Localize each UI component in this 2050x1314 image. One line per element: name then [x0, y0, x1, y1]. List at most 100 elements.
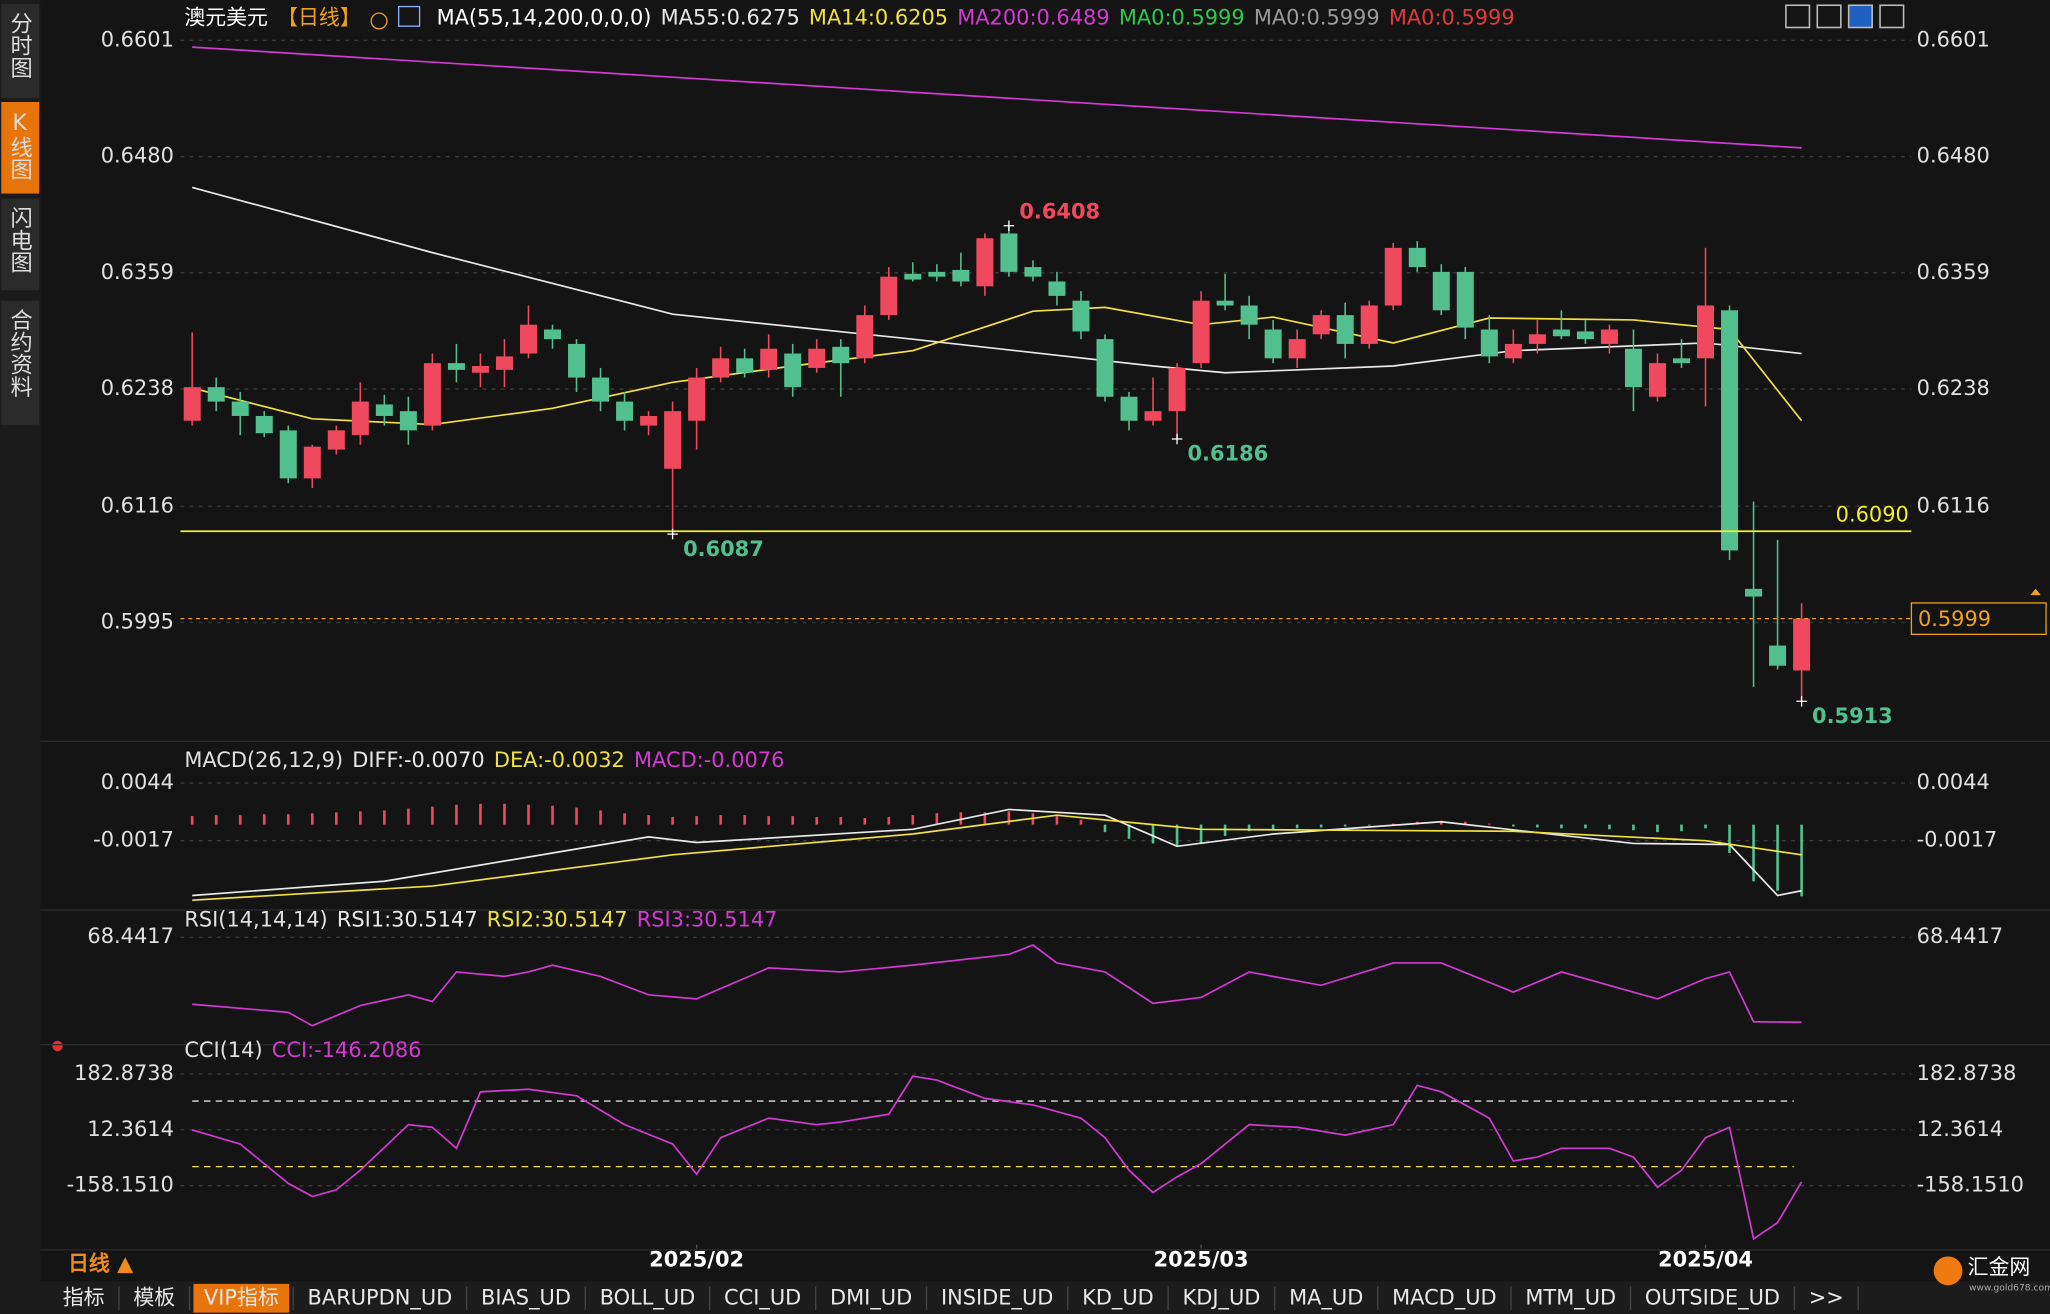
candle-body	[880, 276, 898, 316]
candle-body	[1672, 358, 1690, 364]
candle-body	[664, 411, 682, 469]
bottom-tab-bg[interactable]	[930, 1283, 1064, 1313]
bottom-tab-bg[interactable]	[713, 1283, 812, 1313]
bottom-tab-label[interactable]: 模板	[133, 1285, 175, 1309]
side-tab[interactable]	[1, 198, 40, 291]
bottom-tab-bg[interactable]	[1634, 1283, 1791, 1313]
extreme-label: 0.6186	[1188, 442, 1269, 466]
extreme-marker	[667, 528, 678, 540]
y-tick-label-right: 0.6601	[1917, 27, 1990, 51]
candle-body	[471, 366, 489, 373]
bottom-tab-label[interactable]: CCI_UD	[724, 1285, 801, 1309]
bottom-tab-label[interactable]: 指标	[63, 1285, 105, 1309]
bottom-tab-label[interactable]: INSIDE_UD	[941, 1285, 1053, 1309]
legend-item: MA0:0.5999	[1389, 5, 1515, 29]
bottom-tab[interactable]: DMI_UD	[819, 1283, 923, 1313]
candle-body	[736, 358, 754, 373]
extreme-marker	[1003, 220, 1015, 231]
bottom-tab-label[interactable]: MTM_UD	[1525, 1285, 1616, 1309]
bottom-tab[interactable]: CCI_UD	[713, 1283, 812, 1313]
candle-body	[1624, 348, 1642, 388]
candle-body	[1576, 331, 1594, 340]
bottom-tab-label[interactable]: OUTSIDE_UD	[1645, 1285, 1780, 1309]
crosshair-icon[interactable]	[370, 12, 388, 30]
bottom-tab-label[interactable]: BIAS_UD	[481, 1285, 571, 1309]
bottom-tab-bg[interactable]	[589, 1283, 706, 1313]
bottom-tab-label[interactable]: DMI_UD	[830, 1285, 912, 1309]
candle-body	[1504, 343, 1522, 359]
legend-item: MA14:0.6205	[809, 5, 948, 29]
bottom-tab-bg[interactable]	[819, 1283, 923, 1313]
bottom-tab[interactable]: KD_UD	[1071, 1283, 1165, 1313]
candle-body	[1336, 315, 1354, 344]
price-label: 0.5999	[1918, 607, 1991, 631]
bottom-tab[interactable]: >>	[1798, 1283, 1855, 1313]
side-tab-label[interactable]: 闪电图	[7, 206, 33, 273]
bottom-tab[interactable]: MA_UD	[1278, 1283, 1374, 1313]
bottom-tab-bg[interactable]	[52, 1283, 116, 1313]
bottom-tab-label[interactable]: VIP指标	[204, 1285, 279, 1309]
settings-dot[interactable]	[52, 1040, 63, 1052]
bottom-tab-bg[interactable]	[1071, 1283, 1165, 1313]
bottom-tab-bg[interactable]	[1514, 1283, 1627, 1313]
candle-body	[904, 273, 922, 280]
layout-icon[interactable]	[1785, 4, 1811, 29]
candle-body	[423, 363, 441, 426]
y-tick-label-right: 68.4417	[1917, 924, 2003, 948]
bottom-tab-bg[interactable]	[1381, 1283, 1508, 1313]
bottom-tab-label[interactable]: KDJ_UD	[1183, 1285, 1261, 1309]
side-tab-label[interactable]: K线图	[7, 110, 33, 181]
bottom-tab-label[interactable]: >>	[1809, 1285, 1844, 1309]
bottom-tab-label[interactable]: MA_UD	[1289, 1285, 1363, 1309]
candle-body	[1456, 271, 1474, 328]
bottom-tab[interactable]: MTM_UD	[1514, 1283, 1627, 1313]
bottom-tab-label[interactable]: BARUPDN_UD	[308, 1285, 453, 1309]
bottom-tab-bg[interactable]	[193, 1283, 290, 1313]
bottom-tab[interactable]: OUTSIDE_UD	[1634, 1283, 1791, 1313]
bottom-tab-label[interactable]: KD_UD	[1082, 1285, 1154, 1309]
bottom-tab-bg[interactable]	[297, 1283, 463, 1313]
side-tab[interactable]	[1, 102, 40, 194]
period-switch[interactable]: 日线 ▲	[68, 1251, 134, 1275]
y-tick-label: 0.5995	[101, 609, 174, 633]
bottom-tab-bg[interactable]	[470, 1283, 582, 1313]
side-tab-label[interactable]: 分时图	[7, 11, 33, 78]
logo-url: www.gold678.com	[1969, 1283, 2050, 1293]
y-tick-label: 0.6359	[101, 260, 174, 284]
bottom-tab-bg[interactable]	[1278, 1283, 1374, 1313]
legend-item: MA0:0.5999	[1254, 5, 1380, 29]
indicator-icon[interactable]	[1816, 4, 1842, 29]
side-tab[interactable]	[1, 300, 40, 425]
x-tick-label: 2025/03	[1154, 1247, 1249, 1271]
support-label: 0.6090	[1836, 503, 1909, 527]
candle-body	[592, 377, 610, 402]
bottom-tab[interactable]: KDJ_UD	[1172, 1283, 1271, 1313]
bottom-tab[interactable]: BARUPDN_UD	[297, 1283, 463, 1313]
candle-body	[351, 401, 369, 436]
expand-icon[interactable]	[1879, 4, 1905, 29]
y-tick-label-right: 12.3614	[1917, 1117, 2003, 1141]
bottom-tab[interactable]: MACD_UD	[1381, 1283, 1508, 1313]
candle-body	[1769, 645, 1787, 666]
bottom-tab-label[interactable]: MACD_UD	[1392, 1285, 1497, 1309]
kline-icon[interactable]	[1847, 4, 1873, 29]
bottom-tab[interactable]: INSIDE_UD	[930, 1283, 1064, 1313]
candle-body	[399, 411, 417, 431]
bottom-tab-bg[interactable]	[1172, 1283, 1271, 1313]
side-tab-label[interactable]: 合约资料	[7, 308, 33, 398]
bottom-tab[interactable]: 指标	[52, 1283, 116, 1313]
y-tick-label: 0.6601	[101, 27, 174, 51]
period: 【日线】	[277, 5, 361, 29]
bottom-tab[interactable]: VIP指标	[193, 1283, 290, 1313]
candle-body	[207, 387, 225, 402]
bottom-tab-label[interactable]: BOLL_UD	[600, 1285, 696, 1309]
bottom-tab[interactable]: BOLL_UD	[589, 1283, 706, 1313]
side-tab[interactable]	[1, 3, 40, 99]
bottom-tab-bg[interactable]	[122, 1283, 186, 1313]
bottom-tab[interactable]: BIAS_UD	[470, 1283, 582, 1313]
y-tick-label: 68.4417	[87, 924, 173, 948]
bottom-tab[interactable]: 模板	[122, 1283, 186, 1313]
candle-body	[616, 401, 634, 421]
bottom-tab-bg[interactable]	[1798, 1283, 1855, 1313]
